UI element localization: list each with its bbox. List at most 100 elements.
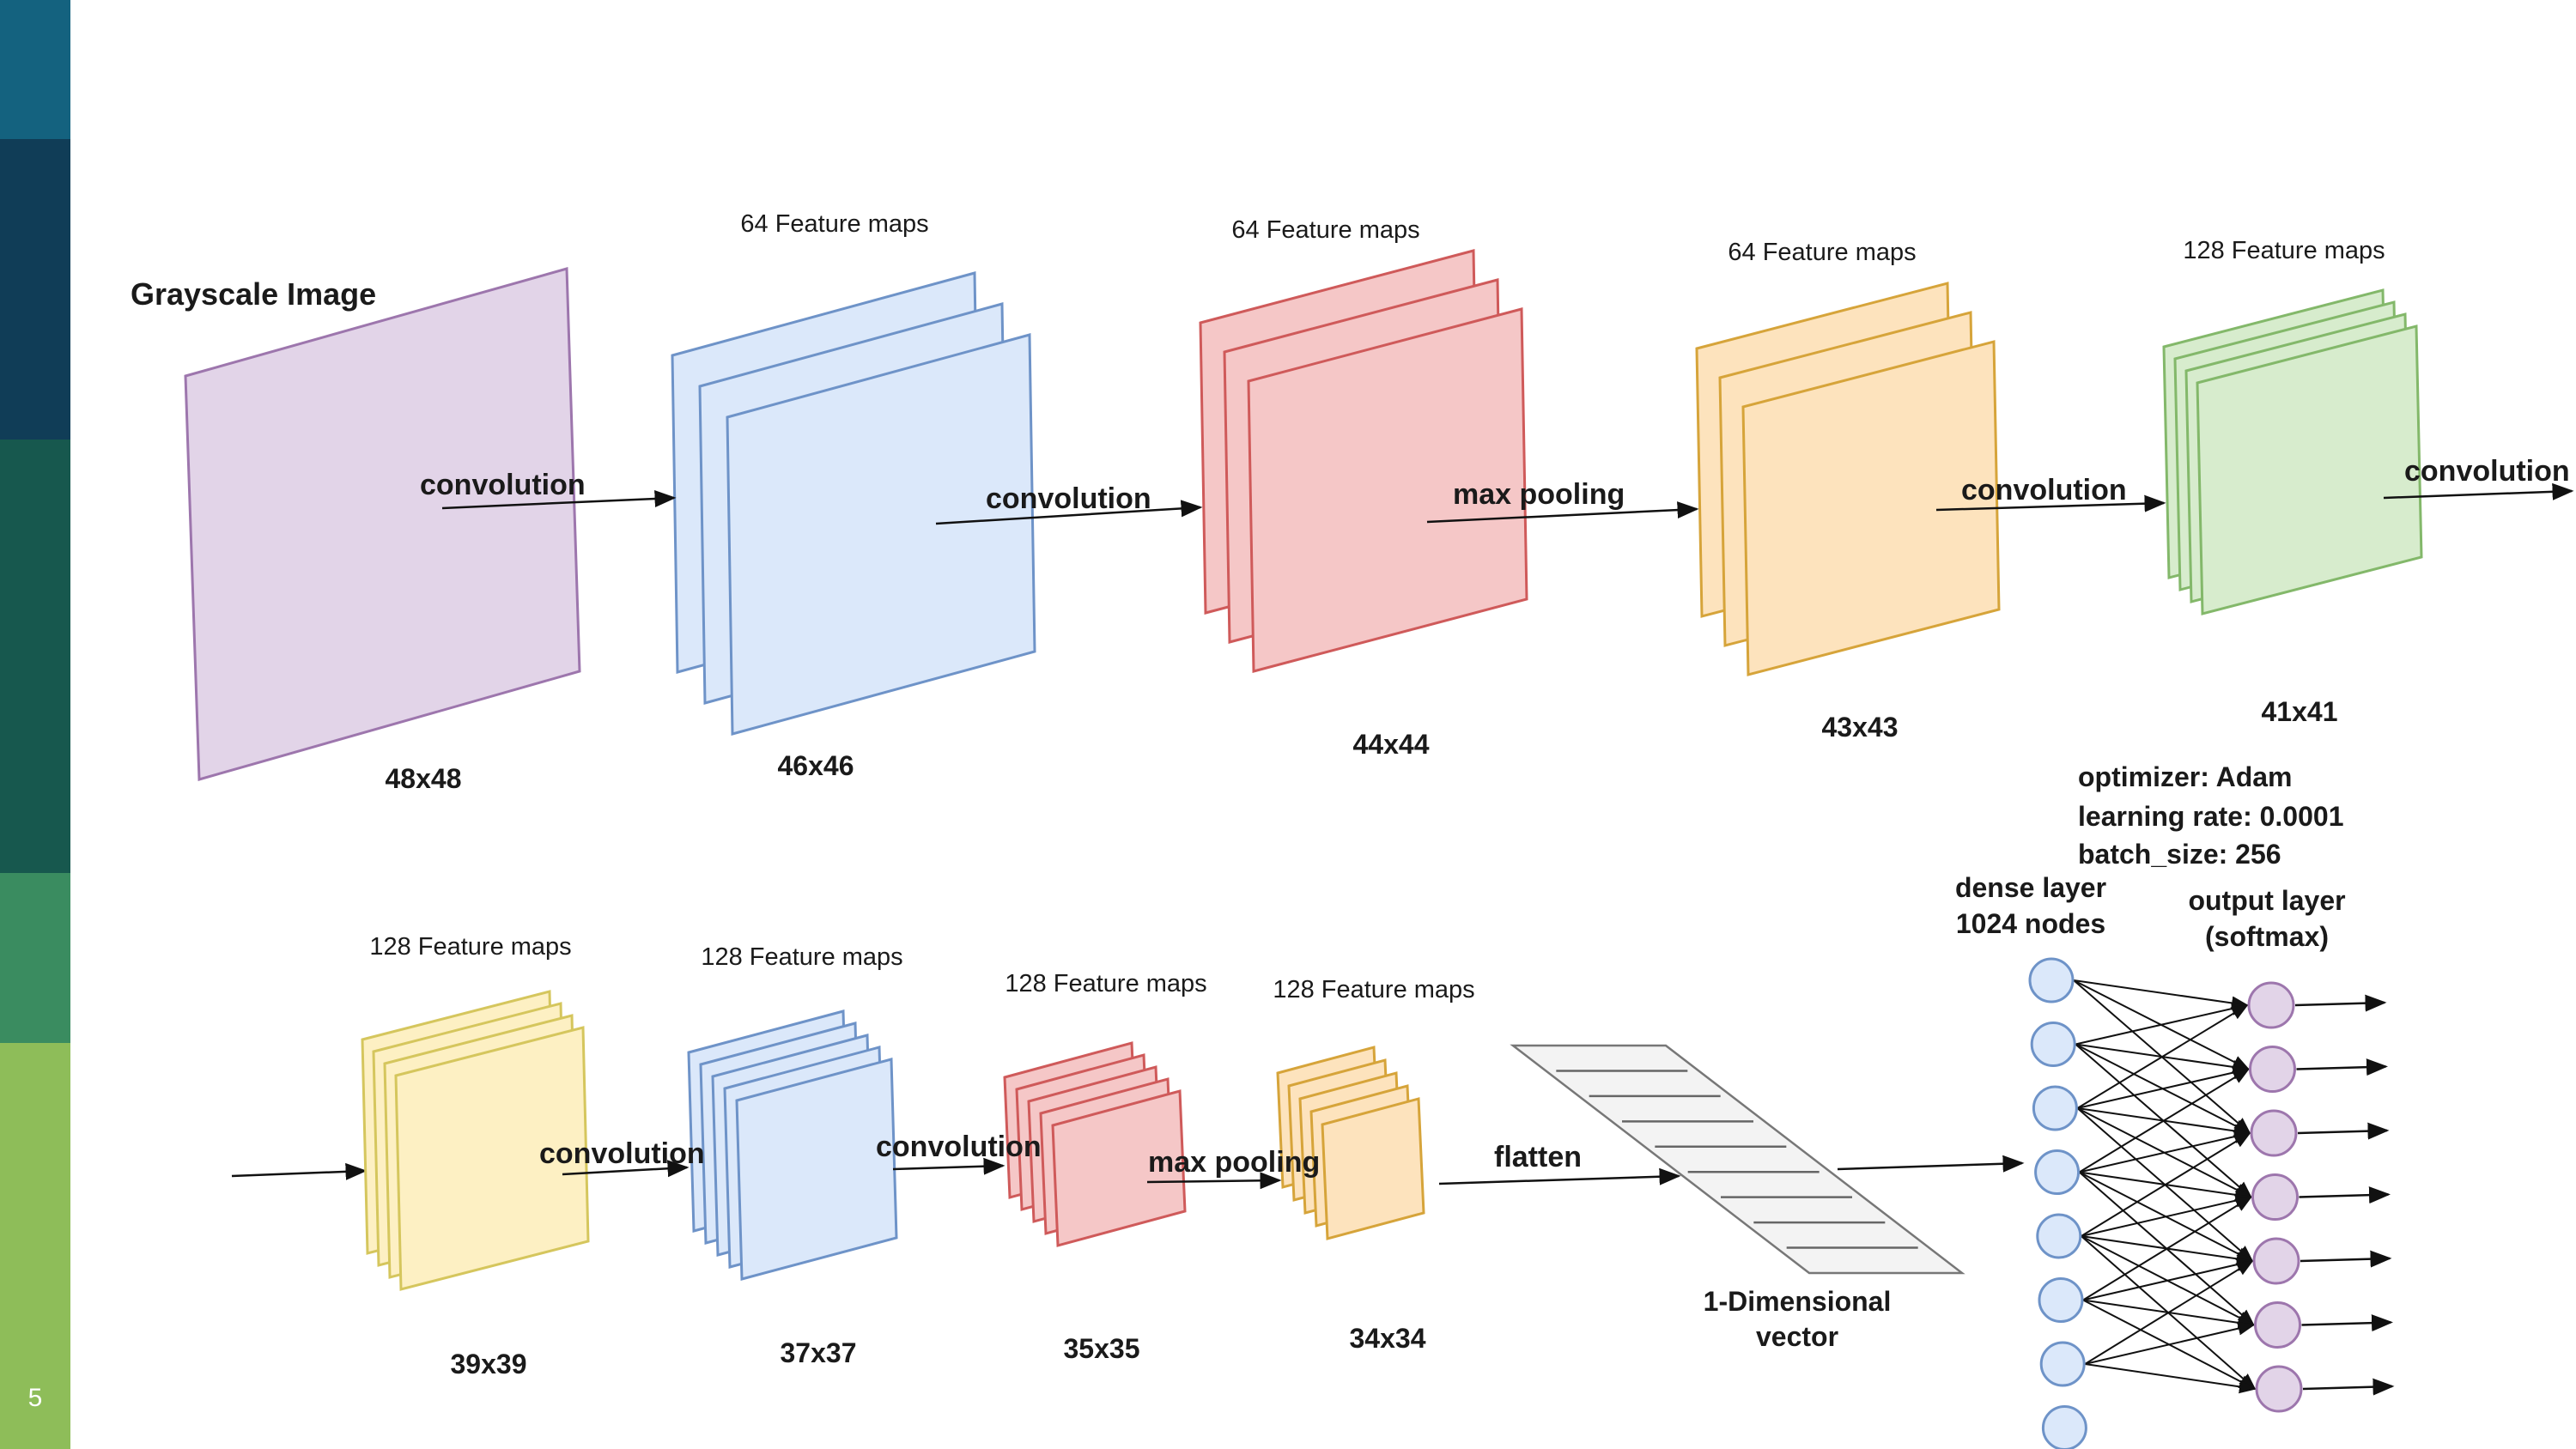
arrow-r2-1 [562,1160,690,1178]
output-node [2252,1237,2300,1285]
dense-node [2032,1085,2078,1131]
output-arrow [2296,1058,2388,1076]
output-node [2250,1109,2298,1157]
feature-maps-stack-39x39 [361,990,590,1291]
dense-connection [2081,1131,2251,1237]
stack-43x43-dims: 43x43 [1822,712,1899,743]
stack-34x34-header: 128 Feature maps [1273,976,1474,1003]
output-layer-title: output layer [2188,885,2345,916]
output-arrow [2302,1378,2395,1396]
op-r1-convolution-1: convolution [420,469,586,501]
input-image-dims: 48x48 [386,763,462,794]
arrow-r1-4 [1935,494,2166,512]
feature-map-plane [726,333,1036,736]
dense-connection [2085,1363,2257,1394]
op-r2-max-pooling: max pooling [1148,1146,1320,1179]
output-node [2249,1046,2296,1093]
feature-maps-stack-44x44 [1199,249,1528,673]
dense-node [2038,1277,2084,1323]
output-arrow [2297,1122,2390,1140]
dense-node [2036,1213,2082,1259]
stack-44x44-dims: 44x44 [1353,729,1430,760]
arrow-r1-1 [441,490,677,510]
dense-layer-title: dense layer [1955,872,2106,903]
feature-map-plane [1741,340,2001,676]
batch-size-label: batch_size: 256 [2078,839,2281,870]
optimizer-label: optimizer: Adam [2078,761,2293,792]
stack-39x39-dims: 39x39 [451,1349,527,1379]
dense-connection [2073,979,2249,1010]
feature-map-plane [394,1026,590,1291]
op-r1-convolution-2: convolution [986,482,1151,515]
stack-41x41-dims: 41x41 [2262,696,2338,727]
strip-segment-2 [0,139,70,440]
side-color-strip [0,0,70,1449]
arrow-r2-in [231,1162,368,1180]
arrow-r1-2 [935,500,1203,525]
dense-connection [2075,1002,2249,1046]
dense-connection [2084,1321,2256,1365]
slide-number: 5 [27,1384,43,1412]
vector-label-line2: vector [1756,1321,1838,1352]
op-r2-convolution-1: convolution [539,1137,705,1170]
output-node [2251,1173,2299,1221]
arrow-r1-5 [2383,482,2574,500]
feature-map-plane [1051,1089,1187,1247]
feature-maps-stack-43x43 [1695,282,2001,676]
vector-label-line1: 1-Dimensional [1704,1286,1892,1317]
feature-maps-stack-34x34 [1276,1046,1425,1240]
output-layer-activation: (softmax) [2205,921,2329,952]
output-arrow [2299,1186,2391,1204]
stack-39x39-header: 128 Feature maps [369,933,571,961]
stack-34x34-dims: 34x34 [1350,1323,1426,1354]
dense-node [2039,1341,2086,1387]
op-r1-convolution-4: convolution [2404,455,2570,488]
dense-connection [2079,1068,2251,1173]
arrow-r2-2 [892,1157,1005,1175]
strip-segment-4 [0,873,70,1043]
dense-node [2030,1022,2076,1067]
arrow-r2-3 [1146,1172,1282,1190]
input-image-plane [184,267,581,781]
dense-connection [2076,1003,2249,1109]
op-r2-flatten: flatten [1494,1141,1582,1173]
strip-segment-5 [0,1043,70,1449]
dense-node [2028,957,2075,1003]
strip-segment-1 [0,0,70,139]
feature-map-plane [1321,1097,1425,1240]
stack-46x46-dims: 46x46 [778,750,854,781]
dense-connection [2079,1130,2251,1173]
dense-connection [2084,1259,2254,1365]
strip-segment-3 [0,440,70,873]
feature-map-plane [1247,307,1528,673]
dense-connection [2082,1196,2253,1301]
stack-37x37-header: 128 Feature maps [701,943,902,971]
dense-network [2028,957,2395,1449]
dense-node [2034,1149,2081,1195]
stack-35x35-header: 128 Feature maps [1005,970,1206,997]
op-r1-max-pooling: max pooling [1453,478,1625,511]
output-node [2254,1301,2301,1349]
dense-connection [2082,1258,2254,1301]
flattened-vector [1510,1044,1965,1275]
stack-46x46-header: 64 Feature maps [740,210,928,238]
op-r2-convolution-2: convolution [876,1131,1042,1163]
stack-44x44-header: 64 Feature maps [1231,216,1419,244]
output-arrow [2301,1314,2393,1332]
output-arrow [2294,994,2387,1012]
feature-maps-stack-46x46 [671,271,1036,736]
stack-35x35-dims: 35x35 [1064,1333,1140,1364]
output-node [2255,1365,2303,1413]
dense-node [2041,1405,2087,1449]
feature-maps-stack-41x41 [2162,288,2423,615]
dense-layer-node-count: 1024 nodes [1956,908,2105,939]
stack-37x37-dims: 37x37 [781,1337,857,1368]
arrow-r1-3 [1426,501,1699,524]
learning-rate-label: learning rate: 0.0001 [2078,801,2343,832]
stack-41x41-header: 128 Feature maps [2183,237,2385,264]
dense-connection [2077,1065,2251,1109]
output-arrow [2300,1250,2392,1268]
vector-stripes [1556,1070,1918,1249]
feature-map-plane [735,1058,898,1281]
feature-map-plane [2196,324,2423,615]
